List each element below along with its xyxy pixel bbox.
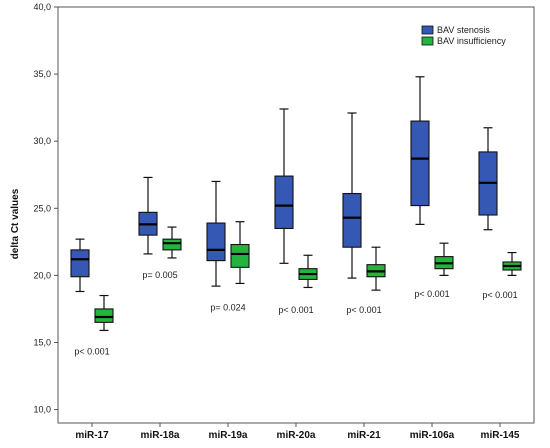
p-value-label: p< 0.001 (74, 347, 109, 357)
box-1-2 (230, 221, 250, 285)
box-0-1 (138, 176, 158, 255)
y-axis-label: delta Ct values (10, 188, 21, 259)
y-tick-label: 20,0 (33, 270, 51, 280)
box-body (274, 175, 294, 229)
x-tick-label: miR-19a (209, 430, 248, 441)
legend-label: BAV stenosis (437, 25, 490, 35)
box-body (230, 243, 250, 268)
y-tick-label: 40,0 (33, 2, 51, 12)
legend-swatch (421, 36, 434, 46)
p-value-label: p= 0.005 (142, 270, 177, 280)
p-value-label: p< 0.001 (482, 290, 517, 300)
box-body (410, 120, 430, 207)
y-tick-label: 35,0 (33, 69, 51, 79)
box-0-0 (70, 238, 90, 293)
box-1-5 (434, 242, 454, 276)
p-value-label: p= 0.024 (210, 302, 245, 312)
x-tick-label: miR-145 (481, 430, 520, 441)
box-body (206, 222, 226, 262)
box-0-2 (206, 180, 226, 287)
x-tick-label: miR-21 (347, 430, 381, 441)
x-tick-label: miR-20a (277, 430, 316, 441)
y-tick-label: 25,0 (33, 203, 51, 213)
box-1-1 (162, 226, 182, 259)
legend-label: BAV insufficiency (437, 36, 506, 46)
x-tick-label: miR-18a (141, 430, 180, 441)
box-body (162, 238, 182, 251)
box-body (70, 249, 90, 278)
box-1-3 (298, 254, 318, 289)
x-tick-label: miR-17 (75, 430, 109, 441)
p-value-label: p< 0.001 (414, 289, 449, 299)
y-tick-label: 15,0 (33, 337, 51, 347)
box-1-6 (502, 251, 522, 276)
p-value-label: p< 0.001 (278, 305, 313, 315)
legend-swatch (421, 25, 434, 35)
x-tick-label: miR-106a (410, 430, 455, 441)
box-0-3 (274, 108, 294, 264)
box-0-5 (410, 76, 430, 225)
y-tick-label: 30,0 (33, 136, 51, 146)
box-1-4 (366, 246, 386, 291)
box-body (342, 192, 362, 248)
box-1-0 (94, 294, 114, 332)
y-tick-label: 10,0 (33, 405, 51, 415)
box-body (94, 308, 114, 323)
box-0-4 (342, 112, 362, 279)
box-0-6 (478, 127, 498, 231)
p-value-label: p< 0.001 (346, 305, 381, 315)
plot-area: 10,0 15,0 20,0 25,0 30,0 35,0 40,0 miR-17 miR-18… (33, 2, 535, 441)
